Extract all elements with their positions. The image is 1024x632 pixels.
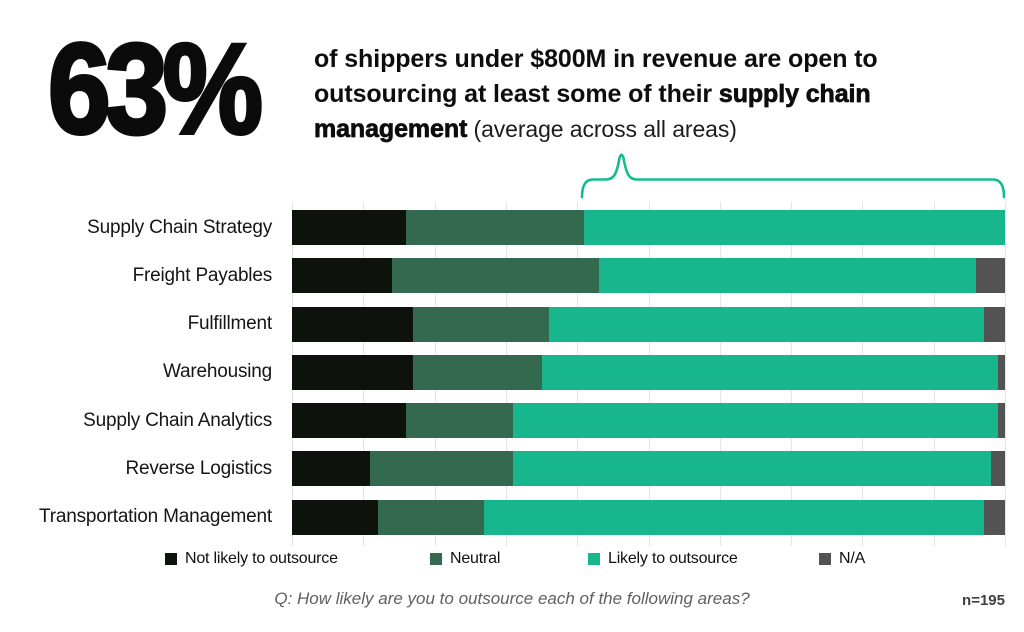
bar-segment-neutral bbox=[377, 499, 485, 535]
bar-label: Freight Payables bbox=[132, 264, 273, 286]
legend-label: Neutral bbox=[450, 550, 501, 567]
bar-segment-neutral bbox=[391, 258, 599, 294]
bar-segment-neutral bbox=[370, 451, 514, 487]
bar-track bbox=[292, 354, 1005, 390]
bar-segment-neutral bbox=[406, 403, 514, 439]
bar-segment-n-a bbox=[983, 306, 1005, 342]
bar-row-warehousing: Warehousing bbox=[0, 354, 1005, 390]
bar-row-transportation-management: Transportation Management bbox=[0, 499, 1005, 535]
bar-segment-neutral bbox=[406, 210, 585, 245]
legend-item-likely-to-outsource: Likely to outsource bbox=[588, 550, 738, 568]
legend-label: Not likely to outsource bbox=[185, 550, 338, 567]
bar-row-freight-payables: Freight Payables bbox=[0, 258, 1005, 294]
bar-segment-n-a bbox=[990, 451, 1005, 487]
bar-segment-not-likely-to-outsource bbox=[292, 258, 392, 294]
sample-size: n=195 bbox=[962, 592, 1005, 609]
bar-segment-likely-to-outsource bbox=[541, 354, 998, 390]
bar-segment-likely-to-outsource bbox=[598, 258, 977, 294]
bar-segment-likely-to-outsource bbox=[548, 306, 984, 342]
bar-track bbox=[292, 451, 1005, 487]
bar-segment-neutral bbox=[413, 354, 542, 390]
legend-item-n-a: N/A bbox=[819, 550, 865, 568]
bar-label: Fulfillment bbox=[187, 313, 273, 335]
bar-row-supply-chain-analytics: Supply Chain Analytics bbox=[0, 403, 1005, 439]
bar-segment-not-likely-to-outsource bbox=[292, 354, 414, 390]
bar-label: Warehousing bbox=[162, 361, 272, 383]
n-a-swatch-icon bbox=[819, 553, 831, 565]
bar-segment-likely-to-outsource bbox=[513, 403, 998, 439]
bar-segment-likely-to-outsource bbox=[484, 499, 984, 535]
headline-note: (average across all areas) bbox=[467, 116, 737, 142]
bar-row-reverse-logistics: Reverse Logistics bbox=[0, 451, 1005, 487]
bar-track bbox=[292, 499, 1005, 535]
bar-row-fulfillment: Fulfillment bbox=[0, 306, 1005, 342]
headline: of shippers under $800M in revenue are o… bbox=[314, 42, 969, 147]
bar-label: Reverse Logistics bbox=[125, 457, 272, 479]
outsourcing-bar-chart: Supply Chain Strategy Freight Payables Ful… bbox=[0, 210, 1005, 548]
bar-segment-n-a bbox=[983, 499, 1005, 535]
bar-segment-n-a bbox=[997, 354, 1005, 390]
bar-track bbox=[292, 258, 1005, 294]
bar-segment-n-a bbox=[997, 403, 1005, 439]
bar-track bbox=[292, 210, 1005, 245]
gridline bbox=[1005, 202, 1006, 546]
bar-label: Supply Chain Analytics bbox=[83, 409, 272, 431]
bar-segment-not-likely-to-outsource bbox=[292, 403, 407, 439]
bar-label: Transportation Management bbox=[39, 506, 272, 528]
bar-segment-not-likely-to-outsource bbox=[292, 210, 407, 245]
survey-question: Q: How likely are you to outsource each … bbox=[274, 589, 750, 608]
bar-segment-not-likely-to-outsource bbox=[292, 306, 414, 342]
bar-label: Supply Chain Strategy bbox=[87, 216, 272, 238]
legend-item-neutral: Neutral bbox=[430, 550, 500, 568]
legend-item-not-likely-to-outsource: Not likely to outsource bbox=[165, 550, 338, 568]
bar-segment-likely-to-outsource bbox=[513, 451, 991, 487]
bar-segment-not-likely-to-outsource bbox=[292, 499, 378, 535]
bar-segment-n-a bbox=[976, 258, 1005, 294]
bar-segment-likely-to-outsource bbox=[584, 210, 1005, 245]
bar-row-supply-chain-strategy: Supply Chain Strategy bbox=[0, 210, 1005, 245]
bar-track bbox=[292, 403, 1005, 439]
likely-to-outsource-swatch-icon bbox=[588, 553, 600, 565]
headline-emphasis: supply chain management bbox=[314, 80, 871, 144]
legend-label: Likely to outsource bbox=[608, 550, 738, 567]
headline-lead: of shippers under $800M in revenue are o… bbox=[314, 45, 878, 108]
stat-value: 63% bbox=[46, 18, 264, 161]
neutral-swatch-icon bbox=[430, 553, 442, 565]
bar-segment-not-likely-to-outsource bbox=[292, 451, 371, 487]
bar-track bbox=[292, 306, 1005, 342]
legend-label: N/A bbox=[839, 550, 866, 567]
bar-segment-neutral bbox=[413, 306, 549, 342]
not-likely-to-outsource-swatch-icon bbox=[165, 553, 177, 565]
